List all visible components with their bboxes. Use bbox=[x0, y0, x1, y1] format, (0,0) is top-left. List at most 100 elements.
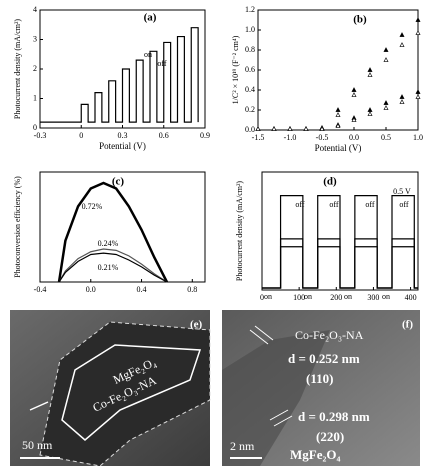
arrow bbox=[29, 401, 49, 411]
point bbox=[335, 112, 341, 117]
point bbox=[351, 87, 357, 92]
series-line bbox=[57, 181, 169, 283]
x-tick-label: 0.3 bbox=[118, 131, 128, 140]
y-axis-label: Photoconversion efficiency (%) bbox=[13, 176, 22, 278]
annotation: 0.5 V bbox=[393, 187, 411, 196]
point bbox=[399, 94, 405, 99]
annotation: (a) bbox=[144, 12, 157, 24]
panel-label: (f) bbox=[402, 319, 413, 331]
series-line bbox=[58, 252, 168, 283]
y-tick-label: 0 bbox=[33, 123, 37, 132]
x-tick-label: 0.5 bbox=[381, 133, 391, 142]
plane: (220) bbox=[316, 429, 344, 444]
point bbox=[415, 94, 421, 99]
x-tick-label: 0.4 bbox=[137, 285, 147, 294]
d-spacing: d = 0.252 nm bbox=[288, 351, 360, 366]
annotation: off bbox=[365, 200, 375, 209]
point bbox=[415, 30, 421, 35]
x-tick-label: 0.0 bbox=[349, 133, 359, 142]
x-tick-label: 1.0 bbox=[413, 133, 423, 142]
annotation: off bbox=[295, 200, 305, 209]
x-tick-label: 200 bbox=[330, 293, 342, 302]
plane: (110) bbox=[306, 371, 333, 386]
annotation: (d) bbox=[323, 176, 337, 188]
series-line bbox=[40, 27, 199, 123]
annotation: off bbox=[399, 200, 409, 209]
series-line bbox=[262, 246, 418, 289]
point bbox=[383, 57, 389, 62]
fringe-mark bbox=[269, 409, 289, 421]
x-tick-label: 300 bbox=[367, 293, 379, 302]
annotation: off bbox=[329, 200, 339, 209]
panel-label: (e) bbox=[190, 319, 203, 331]
point bbox=[319, 126, 325, 131]
micrograph-f: (f) Co-Fe₂O₃-NA d = 0.252 nm (110) d = 0… bbox=[222, 310, 420, 466]
y-tick-label: 1.2 bbox=[245, 5, 255, 14]
point bbox=[383, 47, 389, 52]
point bbox=[399, 32, 405, 37]
x-tick-label: 0.8 bbox=[187, 285, 197, 294]
micrograph-e: (e) MgFe₂O₄ Co-Fe₂O₃-NA 50 nm bbox=[10, 310, 211, 467]
point bbox=[271, 126, 277, 131]
y-axis-label: Photocurrent density (mA/cm²) bbox=[235, 181, 244, 281]
point bbox=[303, 126, 309, 131]
point bbox=[367, 72, 373, 77]
x-tick-label: -0.3 bbox=[34, 131, 47, 140]
scale-label: 50 nm bbox=[22, 438, 53, 452]
point bbox=[287, 126, 293, 131]
point bbox=[367, 107, 373, 112]
interface bbox=[222, 330, 330, 466]
point bbox=[399, 99, 405, 104]
scale-label: 2 nm bbox=[230, 439, 255, 453]
annotation: off bbox=[157, 59, 167, 68]
x-tick-label: 0 bbox=[260, 293, 264, 302]
fringe-mark bbox=[254, 325, 274, 341]
series-line bbox=[58, 248, 168, 283]
x-tick-label: 0.0 bbox=[86, 285, 96, 294]
point bbox=[415, 17, 421, 22]
y-tick-label: 2 bbox=[33, 64, 37, 73]
point bbox=[399, 42, 405, 47]
annotation: 0.24% bbox=[98, 239, 119, 248]
x-tick-label: 400 bbox=[405, 293, 417, 302]
d-spacing: d = 0.298 nm bbox=[298, 409, 370, 424]
point bbox=[367, 67, 373, 72]
y-tick-label: 0.4 bbox=[245, 85, 255, 94]
x-axis-label: Potential (V) bbox=[315, 143, 362, 153]
x-tick-label: 0.6 bbox=[159, 131, 169, 140]
x-tick-label: -0.4 bbox=[34, 285, 47, 294]
annotation: (b) bbox=[353, 14, 367, 26]
x-tick-label: 100 bbox=[293, 293, 305, 302]
y-tick-label: 0.6 bbox=[245, 65, 255, 74]
annotation: on bbox=[304, 292, 312, 301]
y-tick-label: 3 bbox=[33, 34, 37, 43]
annotation: on bbox=[264, 292, 272, 301]
annotation: 0.72% bbox=[82, 202, 103, 211]
plot-frame bbox=[39, 171, 206, 283]
annotation: on bbox=[344, 292, 352, 301]
fringe-mark bbox=[273, 415, 293, 427]
annotation: on bbox=[382, 292, 390, 301]
annotation: on bbox=[144, 50, 152, 59]
x-tick-label: 0 bbox=[79, 131, 83, 140]
y-tick-label: 1 bbox=[33, 93, 37, 102]
y-tick-label: 1.0 bbox=[245, 25, 255, 34]
y-tick-label: 0.0 bbox=[245, 125, 255, 134]
y-tick-label: 0.2 bbox=[245, 105, 255, 114]
plot-frame bbox=[257, 9, 419, 131]
point bbox=[383, 100, 389, 105]
point bbox=[415, 89, 421, 94]
x-tick-label: -0.5 bbox=[316, 133, 329, 142]
y-tick-label: 0.8 bbox=[245, 45, 255, 54]
point bbox=[335, 123, 341, 128]
point bbox=[351, 92, 357, 97]
y-tick-label: 4 bbox=[33, 5, 37, 14]
core-outline bbox=[61, 344, 202, 441]
shell-label: MgFe₂O₄ bbox=[290, 447, 340, 462]
annotation: (c) bbox=[112, 176, 125, 188]
point bbox=[367, 111, 373, 116]
plot-frame bbox=[261, 171, 419, 291]
point bbox=[255, 126, 261, 131]
y-axis-label: Photocurrent density (mA/cm²) bbox=[13, 19, 22, 119]
